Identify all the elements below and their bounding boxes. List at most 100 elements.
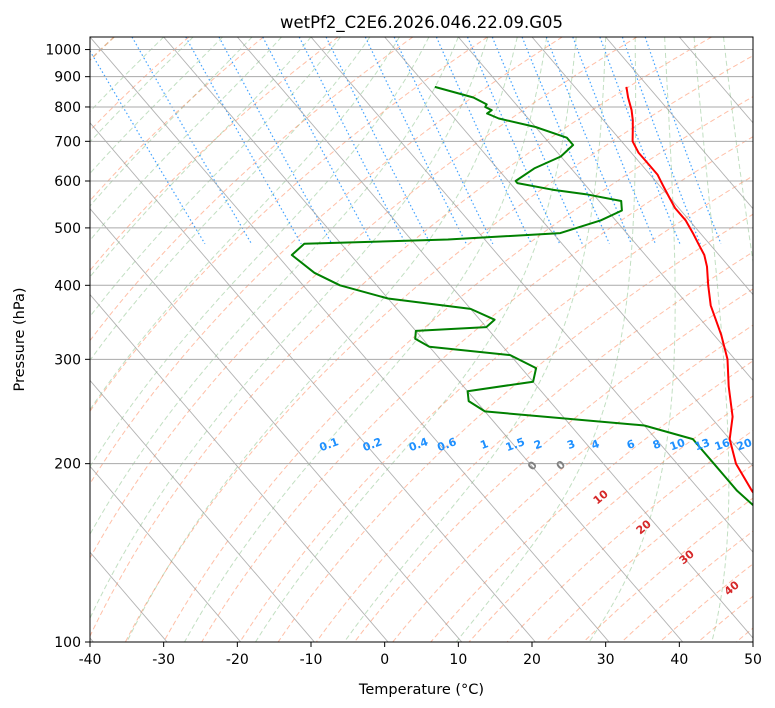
x-tick-label: -10: [300, 652, 323, 668]
isotherm-line: [90, 379, 315, 642]
chart-title: wetPf2_C2E6.2026.046.22.09.G05: [280, 13, 563, 33]
moist-adiabat-line: [90, 37, 223, 175]
mixing-ratio-line: [325, 37, 431, 245]
x-tick-label: 30: [597, 652, 615, 668]
mixing-ratio-lines: [90, 37, 722, 245]
moist-adiabat-line: [723, 37, 753, 266]
dry-adiabat-line: [90, 37, 339, 272]
y-tick-label: 800: [54, 100, 81, 116]
moist-adiabat-line: [90, 37, 253, 207]
mixing-ratio-label: 0.1: [318, 435, 341, 454]
dry-adiabat-line: [353, 288, 753, 642]
moist-adiabat-line: [90, 37, 165, 113]
y-tick-label: 100: [54, 635, 81, 651]
mixing-ratio-line: [298, 37, 407, 245]
mixing-ratio-label: 0.6: [436, 435, 459, 454]
y-tick-label: 200: [54, 457, 81, 473]
y-tick-label: 500: [54, 221, 81, 237]
moist-adiabat-line: [90, 37, 489, 620]
moist-adiabat-line: [90, 37, 341, 318]
moist-adiabat-line: [90, 37, 282, 242]
dry-adiabat-line: [90, 37, 264, 202]
x-axis-title: Temperature (°C): [358, 682, 484, 698]
dry-adiabat-line: [277, 213, 753, 642]
y-tick-label: 700: [54, 134, 81, 150]
mixing-ratio-line: [364, 37, 467, 245]
mixing-ratio-line: [572, 37, 656, 245]
y-tick-label: 900: [54, 70, 81, 86]
mixing-ratio-label: 3: [565, 437, 577, 452]
mixing-ratio-line: [466, 37, 561, 245]
temperature-profile-line: [625, 86, 753, 494]
dry-adiabat-line: [239, 175, 753, 642]
moist-adiabat-line: [90, 37, 459, 536]
x-axis-ticks: -40 -30 -20 -10 0 10 20 30 40 50: [79, 642, 762, 668]
mixing-ratio-line: [491, 37, 583, 245]
skewed-isotherms: [90, 37, 753, 642]
moist-adiabat-line: [90, 37, 400, 411]
moist-adiabat-line: [126, 37, 518, 642]
moist-adiabat-line: [90, 37, 371, 362]
mixing-ratio-label: 13: [693, 436, 712, 453]
mixing-ratio-label: 8: [651, 437, 663, 452]
mixing-ratio-label: 2: [532, 437, 544, 452]
isobar-grid: [90, 49, 753, 642]
mixing-ratio-label: 20: [735, 436, 754, 454]
mixing-ratio-label: 1.5: [504, 435, 527, 454]
mixing-ratio-line: [218, 37, 333, 245]
x-tick-label: 50: [744, 652, 762, 668]
x-tick-label: 0: [380, 652, 389, 668]
x-tick-label: -40: [79, 652, 102, 668]
mixing-ratio-label: 6: [625, 437, 637, 452]
dry-adiabat-line: [468, 395, 753, 642]
y-tick-label: 300: [54, 352, 81, 368]
mixing-ratio-label: 10: [668, 436, 687, 454]
dry-adiabats: [90, 37, 753, 642]
mixing-ratio-label: 16: [713, 436, 732, 454]
x-tick-label: 40: [670, 652, 688, 668]
y-axis-title: Pressure (hPa): [12, 287, 28, 391]
moist-adiabat-line: [90, 37, 194, 143]
dry-adiabat-line: [90, 37, 638, 560]
isotherm-line: [457, 37, 753, 382]
moist-adiabat-line: [90, 37, 430, 468]
x-tick-label: 20: [523, 652, 541, 668]
isotherm-line: [384, 37, 753, 468]
x-tick-label: 10: [449, 652, 467, 668]
dry-adiabat-line: [201, 136, 753, 642]
y-tick-label: 1000: [45, 43, 81, 59]
isotherm-line: [90, 37, 610, 642]
isotherm-line: [90, 293, 389, 642]
mixing-ratio-label: 0.4: [407, 435, 430, 454]
mixing-ratio-line: [131, 37, 253, 245]
moist-adiabat-line: [255, 37, 577, 642]
mixing-ratio-label: 1: [478, 437, 490, 452]
mixing-ratio-label: 4: [590, 437, 602, 452]
mixing-ratio-line: [599, 37, 681, 245]
isotherm-line: [310, 37, 753, 553]
mixing-ratio-line: [185, 37, 302, 245]
y-axis-ticks: 100 200 300 400 500 600 700 800 900 1000: [45, 43, 90, 651]
x-tick-label: -30: [152, 652, 175, 668]
dry-adiabat-line: [163, 96, 753, 642]
plot-frame: [89, 36, 754, 643]
mixing-ratio-line: [621, 37, 701, 245]
x-tick-label: -20: [226, 652, 249, 668]
isotherm-line: [531, 37, 753, 296]
moist-adiabat-line: [693, 37, 730, 642]
mixing-ratio-label: 0.2: [361, 435, 384, 454]
mixing-ratio-line: [262, 37, 373, 245]
dry-adiabat-line: [392, 324, 753, 642]
mixing-ratio-line: [644, 37, 722, 245]
moist-adiabat-line: [588, 37, 676, 642]
moist-adiabats: [90, 37, 753, 642]
y-tick-label: 400: [54, 278, 81, 294]
plot-area: -100-90-80-70-60-50-40-30-20-10000.10.20…: [90, 37, 754, 642]
isotherm-line: [90, 122, 536, 642]
isotherm-line: [236, 37, 753, 639]
moist-adiabat-line: [455, 37, 637, 642]
y-tick-label: 600: [54, 174, 81, 190]
isotherm-line: [605, 37, 753, 210]
